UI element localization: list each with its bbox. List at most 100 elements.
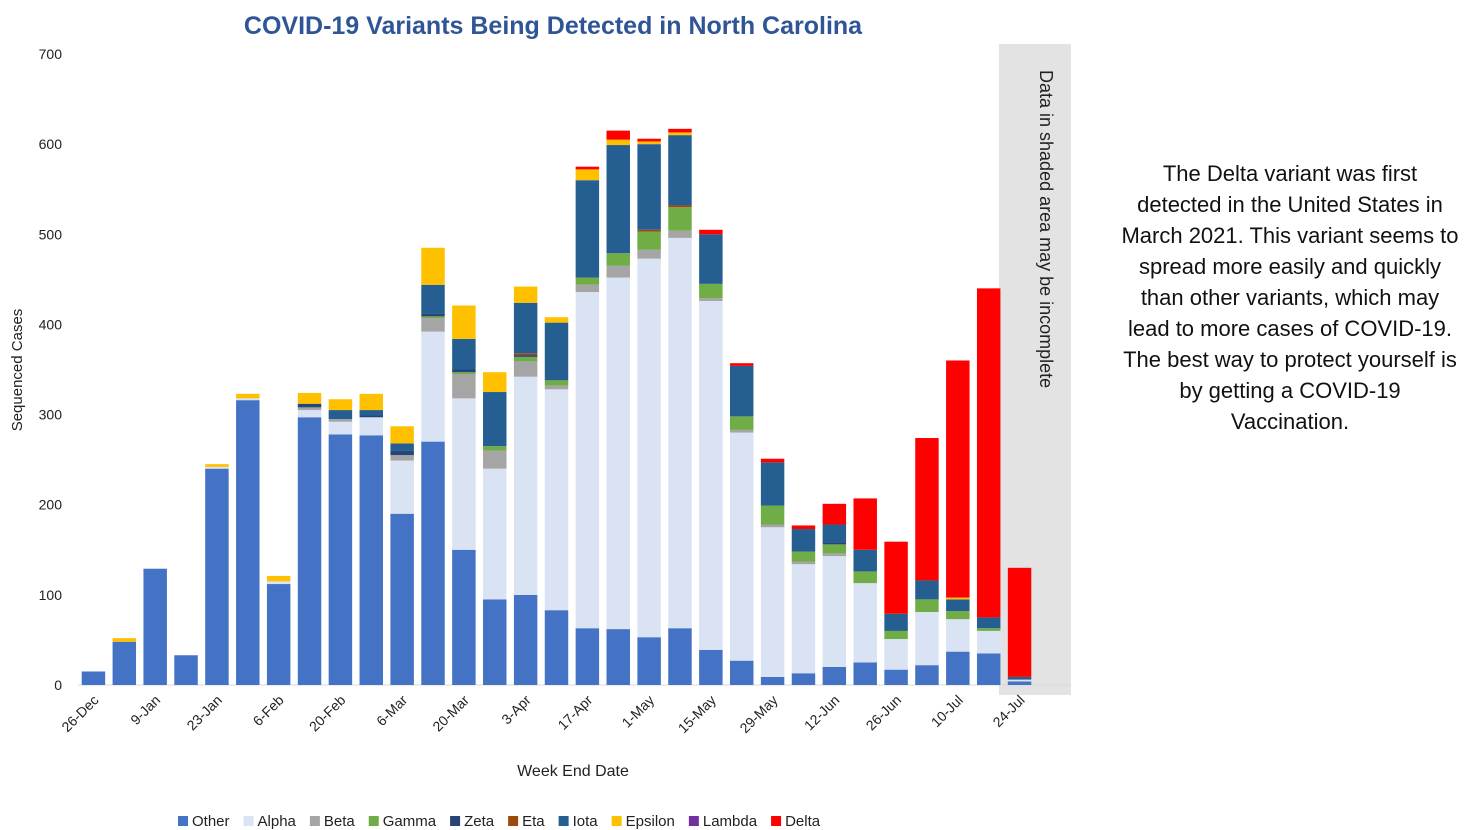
bar-segment <box>421 318 445 332</box>
bar-segment <box>606 629 630 685</box>
bar-segment <box>637 249 661 259</box>
bar-segment <box>946 619 970 652</box>
bar-segment <box>297 410 322 418</box>
bar-segment <box>575 277 600 285</box>
bar-segment <box>390 513 414 685</box>
legend-swatch <box>178 816 188 826</box>
bar-segment <box>513 361 538 377</box>
bar-segment <box>791 525 816 530</box>
bar-segment <box>915 665 939 685</box>
bar-segment <box>513 355 538 357</box>
bar-segment <box>729 365 754 417</box>
bar-segment <box>976 288 1001 618</box>
bar-segment <box>884 630 908 640</box>
bar-segment <box>452 305 476 339</box>
bar-segment <box>390 450 414 456</box>
y-tick-label: 600 <box>39 136 63 152</box>
bar-segment <box>1007 679 1032 682</box>
y-tick-label: 700 <box>39 46 63 62</box>
bar-segment <box>483 446 507 451</box>
x-tick-label: 3-Apr <box>498 692 534 728</box>
x-tick-label: 23-Jan <box>183 692 225 734</box>
x-tick-label: 6-Feb <box>250 692 287 729</box>
x-tick-label: 17-Apr <box>554 692 595 733</box>
x-tick-label: 20-Feb <box>306 692 349 735</box>
bar-segment <box>421 284 445 314</box>
bar-segment <box>266 581 291 585</box>
bar-segment <box>637 231 661 250</box>
bar-segment <box>575 284 600 292</box>
bar-segment <box>483 372 507 393</box>
bar-segment <box>421 331 445 442</box>
bar-segment <box>915 599 939 612</box>
bar-segment <box>421 441 445 685</box>
bar-segment <box>421 316 445 319</box>
bar-segment <box>544 610 569 685</box>
legend-swatch <box>309 816 320 826</box>
bar-segment <box>976 628 1001 631</box>
bar-segment <box>513 353 538 356</box>
bar-segment <box>760 462 785 506</box>
legend-swatch <box>508 816 519 826</box>
bar-segment <box>791 551 816 562</box>
bar-segment <box>853 549 877 572</box>
bar-segment <box>822 544 847 554</box>
bar-segment <box>822 553 847 557</box>
bar-segment <box>513 376 538 595</box>
bar-segment <box>359 415 384 418</box>
bar-segment <box>760 505 785 525</box>
legend-swatch <box>611 816 622 826</box>
bar-segment <box>637 229 661 232</box>
bar-segment <box>946 597 970 600</box>
x-tick-label: 9-Jan <box>127 692 163 728</box>
x-tick-label: 24-Jul <box>989 692 1027 730</box>
bar-segment <box>699 234 723 284</box>
bar-segment <box>946 611 970 620</box>
x-tick-label: 20-Mar <box>429 692 472 735</box>
bar-segment <box>205 464 229 467</box>
x-tick-label: 26-Jun <box>863 692 905 734</box>
bar-segment <box>390 455 414 461</box>
bar-segment <box>390 460 414 514</box>
bar-segment <box>668 230 692 238</box>
bar-segment <box>668 205 692 208</box>
bar-segment <box>884 669 908 685</box>
bar-segment <box>915 438 939 581</box>
bar-segment <box>637 637 661 685</box>
bar-segment <box>266 584 291 685</box>
legend-swatch <box>368 816 379 826</box>
bar-segment <box>760 458 785 463</box>
bar-segment <box>143 568 167 685</box>
legend-swatch <box>450 816 461 826</box>
bar-segment <box>452 338 476 370</box>
legend-label: Other <box>192 813 230 830</box>
x-axis-label: Week End Date <box>517 763 629 780</box>
bar-segment <box>637 258 661 638</box>
legend-swatch <box>688 816 699 826</box>
legend-swatch <box>558 816 569 826</box>
legend-label: Beta <box>324 813 356 830</box>
bar-segment <box>822 542 847 545</box>
bar-segment <box>575 166 600 170</box>
bar-segment <box>791 673 816 685</box>
shaded-note: Data in shaded area may be incomplete <box>1036 70 1056 388</box>
bar-segment <box>328 434 353 685</box>
bar-segment <box>544 389 569 611</box>
bar-segment <box>483 599 507 685</box>
bar-segment <box>112 638 137 642</box>
legend-label: Eta <box>522 813 545 830</box>
bar-segment <box>328 410 353 420</box>
bar-segment <box>359 417 384 436</box>
bar-segment <box>513 302 538 354</box>
bar-segment <box>760 676 785 685</box>
bar-segment <box>668 132 692 136</box>
bar-segment <box>606 253 630 266</box>
bar-segment <box>544 385 569 390</box>
bar-segment <box>668 128 692 133</box>
bar-segment <box>606 139 630 146</box>
y-tick-label: 200 <box>39 497 63 513</box>
bar-segment <box>884 541 908 614</box>
x-tick-label: 29-May <box>736 692 780 736</box>
bar-segment <box>946 360 970 598</box>
